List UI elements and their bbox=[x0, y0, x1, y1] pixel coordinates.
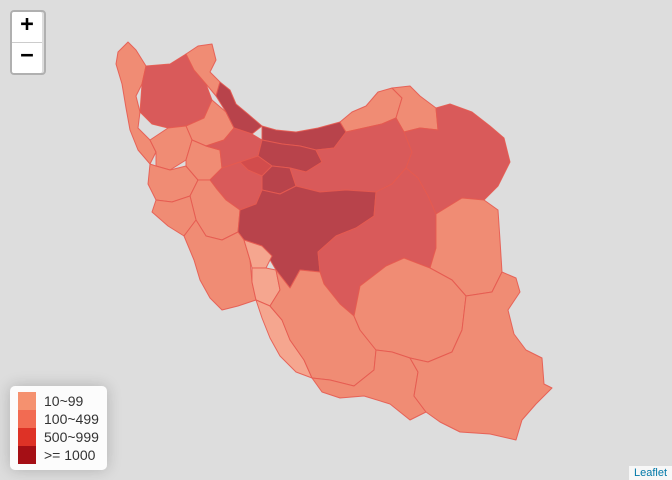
legend-item: 500~999 bbox=[18, 428, 99, 446]
legend-label: 500~999 bbox=[44, 429, 99, 445]
province-sistan-baluchestan[interactable] bbox=[409, 271, 553, 441]
legend-label: 100~499 bbox=[44, 411, 99, 427]
legend-swatch bbox=[18, 392, 36, 410]
legend-item: 10~99 bbox=[18, 392, 99, 410]
legend-swatch bbox=[18, 410, 36, 428]
legend-label: >= 1000 bbox=[44, 447, 96, 463]
map-attribution: Leaflet bbox=[628, 466, 672, 480]
leaflet-link[interactable]: Leaflet bbox=[633, 467, 667, 479]
map-legend: 10~99 100~499 500~999 >= 1000 bbox=[10, 386, 107, 470]
zoom-control: + − bbox=[10, 10, 46, 75]
legend-item: 100~499 bbox=[18, 410, 99, 428]
legend-swatch bbox=[18, 428, 36, 446]
zoom-in-button[interactable]: + bbox=[12, 12, 42, 43]
province-ardabil[interactable] bbox=[185, 43, 221, 97]
zoom-out-button[interactable]: − bbox=[12, 43, 42, 73]
legend-label: 10~99 bbox=[44, 393, 84, 409]
legend-swatch bbox=[18, 446, 36, 464]
legend-item: >= 1000 bbox=[18, 446, 99, 464]
province-gilan[interactable] bbox=[215, 81, 263, 135]
